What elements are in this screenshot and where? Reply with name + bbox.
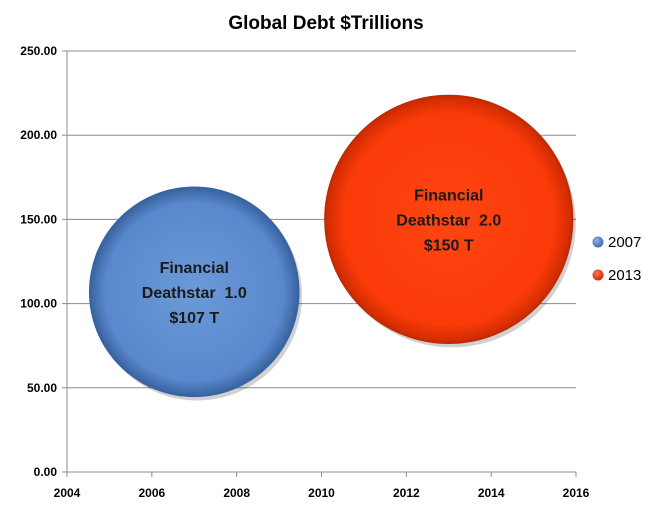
x-tick-label: 2004: [54, 486, 81, 500]
bubble-label: $150 T: [424, 237, 474, 254]
chart-title: Global Debt $Trillions: [228, 13, 423, 34]
y-tick-label: 50.00: [27, 381, 57, 395]
legend-label: 2007: [608, 234, 641, 251]
y-tick-label: 0.00: [34, 465, 58, 479]
x-tick-label: 2014: [478, 486, 505, 500]
bubble-label: Financial: [414, 187, 483, 204]
legend-marker-2013: [592, 269, 604, 281]
bubble-label: Deathstar 1.0: [142, 285, 247, 302]
axes: 0.00 50.00 100.00 150.00 200.00 250.00 2004 200…: [20, 44, 589, 500]
bubble-label: Deathstar 2.0: [396, 212, 501, 229]
y-tick-label: 200.00: [20, 128, 57, 142]
x-tick-label: 2008: [223, 486, 250, 500]
legend-label: 2013: [608, 267, 641, 284]
x-tick-label: 2006: [138, 486, 165, 500]
bubble-label: Financial: [160, 260, 229, 277]
y-tick-label: 100.00: [20, 297, 57, 311]
legend-marker-2007: [592, 236, 604, 248]
bubble-2007: [88, 186, 300, 398]
legend: 2007 2013: [592, 234, 641, 284]
bubble-2013: [324, 94, 574, 344]
x-tick-label: 2010: [308, 486, 335, 500]
y-tick-label: 150.00: [20, 212, 57, 226]
bubbles: Financial Deathstar 1.0 $107 T Financial Dea…: [88, 94, 576, 401]
x-tick-label: 2012: [393, 486, 420, 500]
x-tick-label: 2016: [563, 486, 590, 500]
y-tick-label: 250.00: [20, 44, 57, 58]
bubble-label: $107 T: [169, 310, 219, 327]
